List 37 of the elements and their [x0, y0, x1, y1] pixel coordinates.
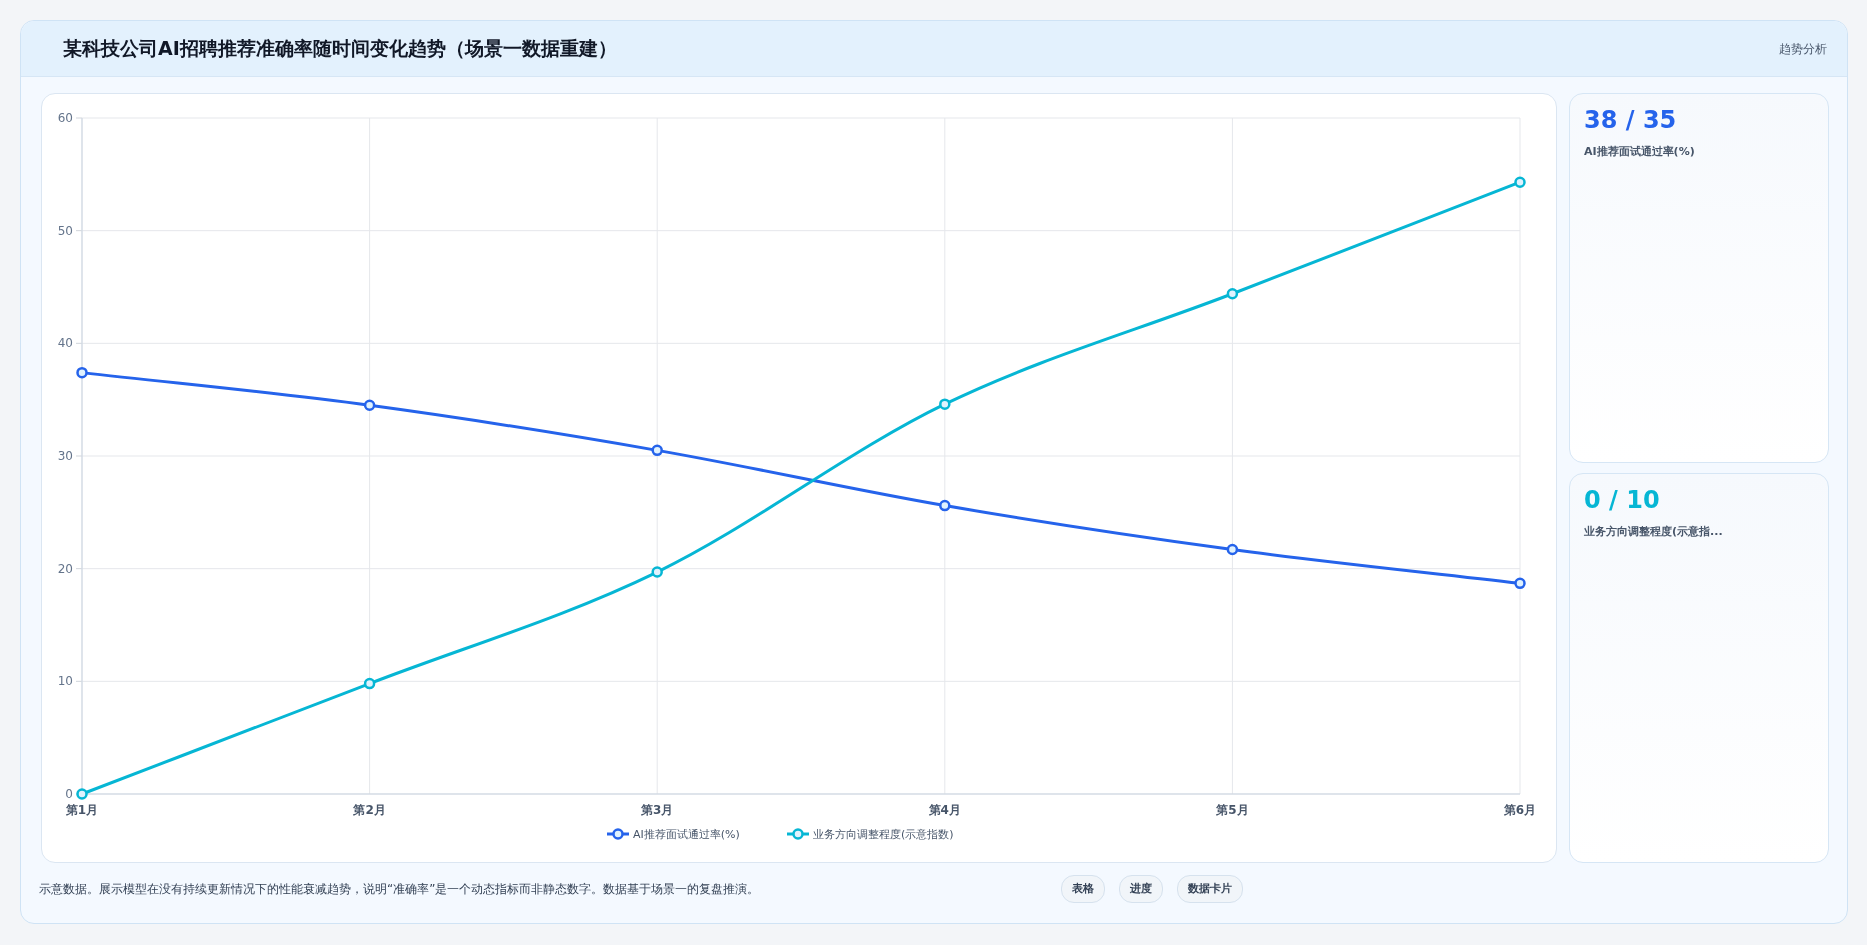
- point: [363, 677, 376, 690]
- text: 业务方向调整程度(示意指...: [1584, 524, 1723, 539]
- y-tick-label: 50: [57, 223, 73, 238]
- point: [1514, 176, 1526, 188]
- chart-title: 某科技公司AI招聘推荐准确率随时间变化趋势（场景一数据重建）: [63, 36, 617, 61]
- x-tick-label: 第6月: [1502, 803, 1537, 817]
- legend-label: AI推荐面试通过率(%): [633, 828, 740, 841]
- text: 表格: [1061, 875, 1105, 903]
- point: [939, 398, 951, 410]
- y-tick-label: 40: [57, 336, 73, 351]
- point: [939, 499, 951, 512]
- point: [363, 399, 376, 412]
- y-tick-label: 20: [57, 561, 73, 576]
- point: [1514, 577, 1526, 590]
- text: 趋势分析: [1779, 41, 1827, 58]
- point: [651, 566, 663, 578]
- text: 进度: [1119, 875, 1163, 903]
- y-tick-label: 0: [65, 787, 73, 801]
- text: AI推荐面试通过率(%): [1584, 144, 1695, 159]
- x-tick-label: 第1月: [64, 803, 99, 817]
- text: 0 / 10: [1584, 486, 1660, 514]
- y-tick-label: 60: [57, 111, 73, 125]
- point: [651, 444, 663, 457]
- legend-label: 业务方向调整程度(示意指数): [813, 828, 954, 841]
- point: [76, 788, 88, 800]
- point: [76, 366, 88, 379]
- y-tick-label: 30: [57, 449, 73, 463]
- x-tick-label: 第5月: [1215, 803, 1249, 817]
- x-tick-label: 第3月: [640, 803, 674, 817]
- point: [1226, 288, 1239, 300]
- x-tick-label: 第4月: [927, 803, 961, 817]
- text: 示意数据。展示模型在没有持续更新情况下的性能衰减趋势，说明“准确率”是一个动态指标而非静态数字。数据基于场景一的复盘推演。: [39, 881, 760, 898]
- y-tick-label: 10: [57, 674, 73, 689]
- text: 38 / 35: [1584, 106, 1677, 134]
- point: [1226, 543, 1239, 556]
- text: 数据卡片: [1177, 875, 1243, 903]
- x-tick-label: 第2月: [352, 803, 386, 817]
